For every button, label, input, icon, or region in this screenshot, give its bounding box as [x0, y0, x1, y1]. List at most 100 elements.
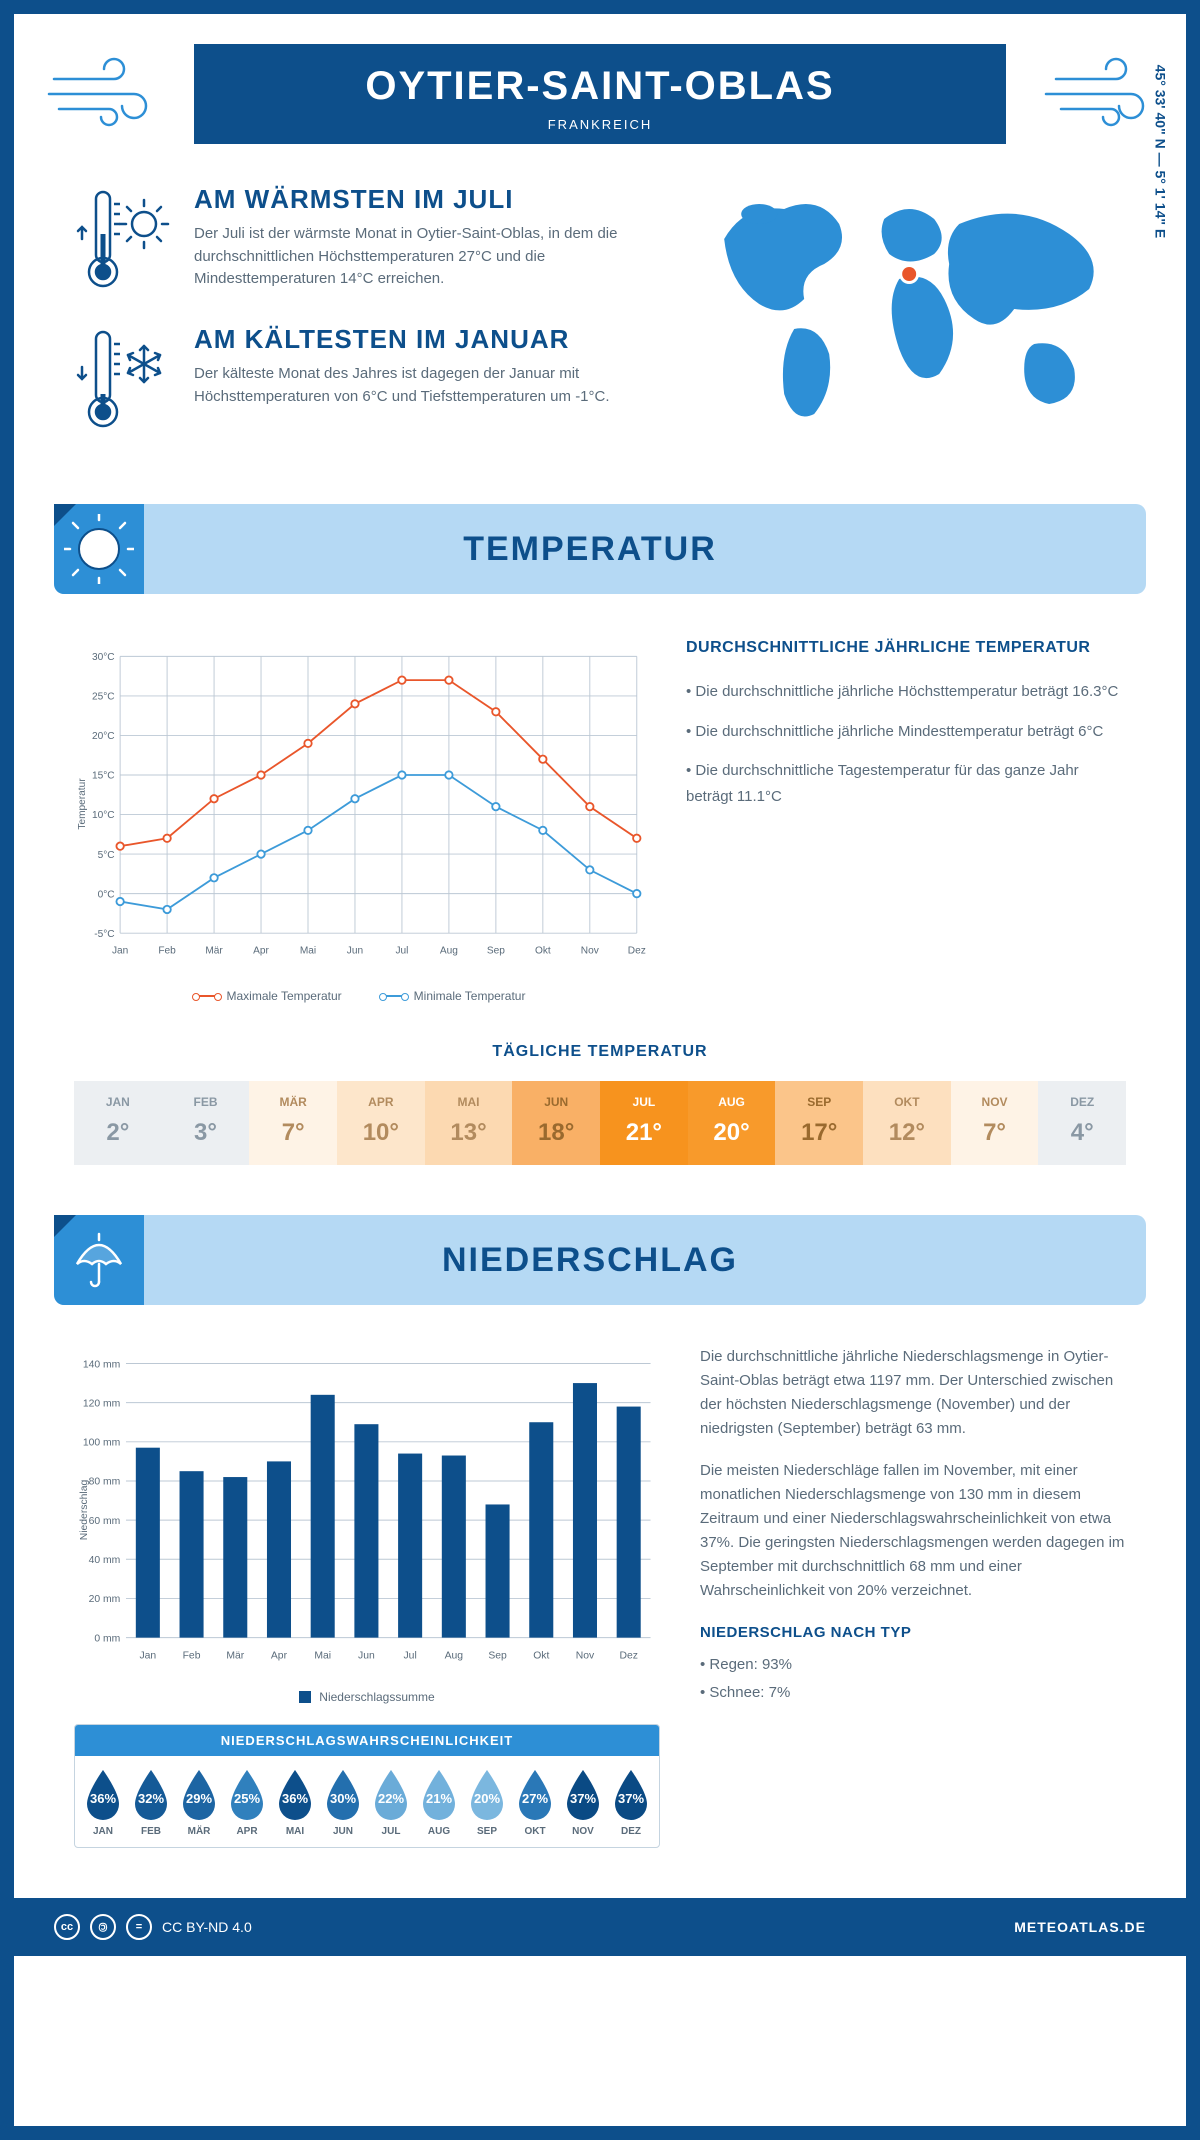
- svg-text:Mai: Mai: [300, 945, 316, 956]
- svg-text:20°C: 20°C: [92, 731, 115, 742]
- svg-text:80 mm: 80 mm: [89, 1477, 121, 1488]
- svg-text:30°C: 30°C: [92, 652, 115, 663]
- svg-text:120 mm: 120 mm: [83, 1398, 120, 1409]
- precipitation-bar-chart: 0 mm 20 mm 40 mm 60 mm 80 mm 100 mm 120 mm 140 …: [74, 1345, 660, 1675]
- country-label: FRANKREICH: [214, 117, 986, 132]
- precip-snow: • Schnee: 7%: [700, 1681, 1126, 1705]
- prob-drop: 27% OKT: [513, 1768, 557, 1837]
- coldest-title: AM KÄLTESTEN IM JANUAR: [194, 324, 662, 355]
- svg-text:Niederschlag: Niederschlag: [79, 1479, 90, 1540]
- coldest-block: AM KÄLTESTEN IM JANUAR Der kälteste Mona…: [74, 324, 662, 434]
- svg-text:0 mm: 0 mm: [94, 1633, 120, 1644]
- svg-text:Jun: Jun: [347, 945, 363, 956]
- prob-drop: 37% NOV: [561, 1768, 605, 1837]
- footer: cc 🄯 = CC BY-ND 4.0 METEOATLAS.DE: [14, 1898, 1186, 1956]
- nd-icon: =: [126, 1914, 152, 1940]
- coordinates: 45° 33' 40" N — 5° 1' 14" E: [1153, 64, 1169, 238]
- svg-text:Nov: Nov: [576, 1650, 595, 1661]
- svg-text:Mär: Mär: [205, 945, 223, 956]
- coldest-text: Der kälteste Monat des Jahres ist dagege…: [194, 363, 662, 408]
- prob-title: NIEDERSCHLAGSWAHRSCHEINLICHKEIT: [75, 1725, 659, 1756]
- prob-drop: 20% SEP: [465, 1768, 509, 1837]
- precipitation-section-header: NIEDERSCHLAG: [54, 1215, 1146, 1305]
- daily-temp-cell: JUN18°: [512, 1081, 600, 1165]
- thermometer-sun-icon: [74, 184, 174, 294]
- prob-drop: 36% MAI: [273, 1768, 317, 1837]
- site-name: METEOATLAS.DE: [1014, 1919, 1146, 1935]
- svg-text:25°C: 25°C: [92, 692, 115, 703]
- svg-text:Jul: Jul: [403, 1650, 416, 1661]
- legend-max: Maximale Temperatur: [227, 989, 342, 1003]
- precip-rain: • Regen: 93%: [700, 1653, 1126, 1677]
- license-text: CC BY-ND 4.0: [162, 1919, 252, 1935]
- svg-text:Jan: Jan: [139, 1650, 156, 1661]
- svg-text:Mär: Mär: [226, 1650, 244, 1661]
- thermometer-snow-icon: [74, 324, 174, 434]
- wind-icon: [1016, 54, 1156, 134]
- precip-p2: Die meisten Niederschläge fallen im Nove…: [700, 1459, 1126, 1603]
- svg-text:Nov: Nov: [581, 945, 600, 956]
- daily-temp-cell: APR10°: [337, 1081, 425, 1165]
- svg-text:Okt: Okt: [535, 945, 551, 956]
- umbrella-icon: [69, 1230, 129, 1290]
- svg-text:100 mm: 100 mm: [83, 1438, 120, 1449]
- wind-icon: [44, 54, 184, 134]
- daily-temp-cell: FEB3°: [162, 1081, 250, 1165]
- location-title: OYTIER-SAINT-OBLAS: [214, 64, 986, 109]
- temp-bullet-3: • Die durchschnittliche Tagestemperatur …: [686, 758, 1126, 809]
- svg-text:Jul: Jul: [395, 945, 408, 956]
- svg-text:60 mm: 60 mm: [89, 1516, 121, 1527]
- svg-text:140 mm: 140 mm: [83, 1359, 120, 1370]
- world-map: [692, 184, 1126, 444]
- svg-text:Aug: Aug: [445, 1650, 464, 1661]
- svg-text:Okt: Okt: [533, 1650, 549, 1661]
- warmest-text: Der Juli ist der wärmste Monat in Oytier…: [194, 223, 662, 291]
- temperature-line-chart: -5°C0°C5°C10°C15°C20°C25°C30°CJanFebMärA…: [74, 634, 646, 974]
- prob-drop: 37% DEZ: [609, 1768, 653, 1837]
- temp-bullet-2: • Die durchschnittliche jährliche Mindes…: [686, 719, 1126, 745]
- by-icon: 🄯: [90, 1914, 116, 1940]
- sun-icon: [64, 514, 134, 584]
- svg-text:15°C: 15°C: [92, 771, 115, 782]
- svg-text:20 mm: 20 mm: [89, 1594, 121, 1605]
- svg-text:-5°C: -5°C: [94, 929, 114, 940]
- prob-drop: 32% FEB: [129, 1768, 173, 1837]
- svg-text:Jun: Jun: [358, 1650, 375, 1661]
- temp-bullet-1: • Die durchschnittliche jährliche Höchst…: [686, 679, 1126, 705]
- daily-temp-heading: TÄGLICHE TEMPERATUR: [74, 1043, 1126, 1061]
- svg-text:Temperatur: Temperatur: [77, 778, 88, 830]
- prob-drop: 25% APR: [225, 1768, 269, 1837]
- cc-icon: cc: [54, 1914, 80, 1940]
- svg-text:Mai: Mai: [314, 1650, 331, 1661]
- temp-info-heading: DURCHSCHNITTLICHE JÄHRLICHE TEMPERATUR: [686, 634, 1126, 661]
- svg-text:Feb: Feb: [183, 1650, 201, 1661]
- daily-temp-cell: JUL21°: [600, 1081, 688, 1165]
- legend-min: Minimale Temperatur: [414, 989, 526, 1003]
- title-banner: OYTIER-SAINT-OBLAS FRANKREICH: [194, 44, 1006, 144]
- svg-text:Dez: Dez: [619, 1650, 637, 1661]
- svg-text:Aug: Aug: [440, 945, 458, 956]
- svg-text:0°C: 0°C: [98, 889, 115, 900]
- svg-text:10°C: 10°C: [92, 810, 115, 821]
- svg-text:Dez: Dez: [628, 945, 646, 956]
- precipitation-probability-box: NIEDERSCHLAGSWAHRSCHEINLICHKEIT 36% JAN …: [74, 1724, 660, 1848]
- daily-temp-cell: MÄR7°: [249, 1081, 337, 1165]
- prob-drop: 29% MÄR: [177, 1768, 221, 1837]
- precip-chart-legend: Niederschlagssumme: [74, 1690, 660, 1704]
- svg-text:Jan: Jan: [112, 945, 128, 956]
- svg-text:40 mm: 40 mm: [89, 1555, 121, 1566]
- daily-temp-cell: SEP17°: [775, 1081, 863, 1165]
- daily-temp-cell: AUG20°: [688, 1081, 776, 1165]
- prob-drop: 36% JAN: [81, 1768, 125, 1837]
- svg-text:Apr: Apr: [253, 945, 269, 956]
- prob-drop: 22% JUL: [369, 1768, 413, 1837]
- prob-drop: 30% JUN: [321, 1768, 365, 1837]
- temp-chart-legend: Maximale Temperatur Minimale Temperatur: [74, 989, 646, 1003]
- daily-temp-cell: MAI13°: [425, 1081, 513, 1165]
- precipitation-heading: NIEDERSCHLAG: [144, 1241, 1036, 1280]
- svg-text:Apr: Apr: [271, 1650, 288, 1661]
- svg-text:5°C: 5°C: [98, 850, 115, 861]
- daily-temp-cell: JAN2°: [74, 1081, 162, 1165]
- daily-temp-cell: OKT12°: [863, 1081, 951, 1165]
- daily-temp-cell: DEZ4°: [1038, 1081, 1126, 1165]
